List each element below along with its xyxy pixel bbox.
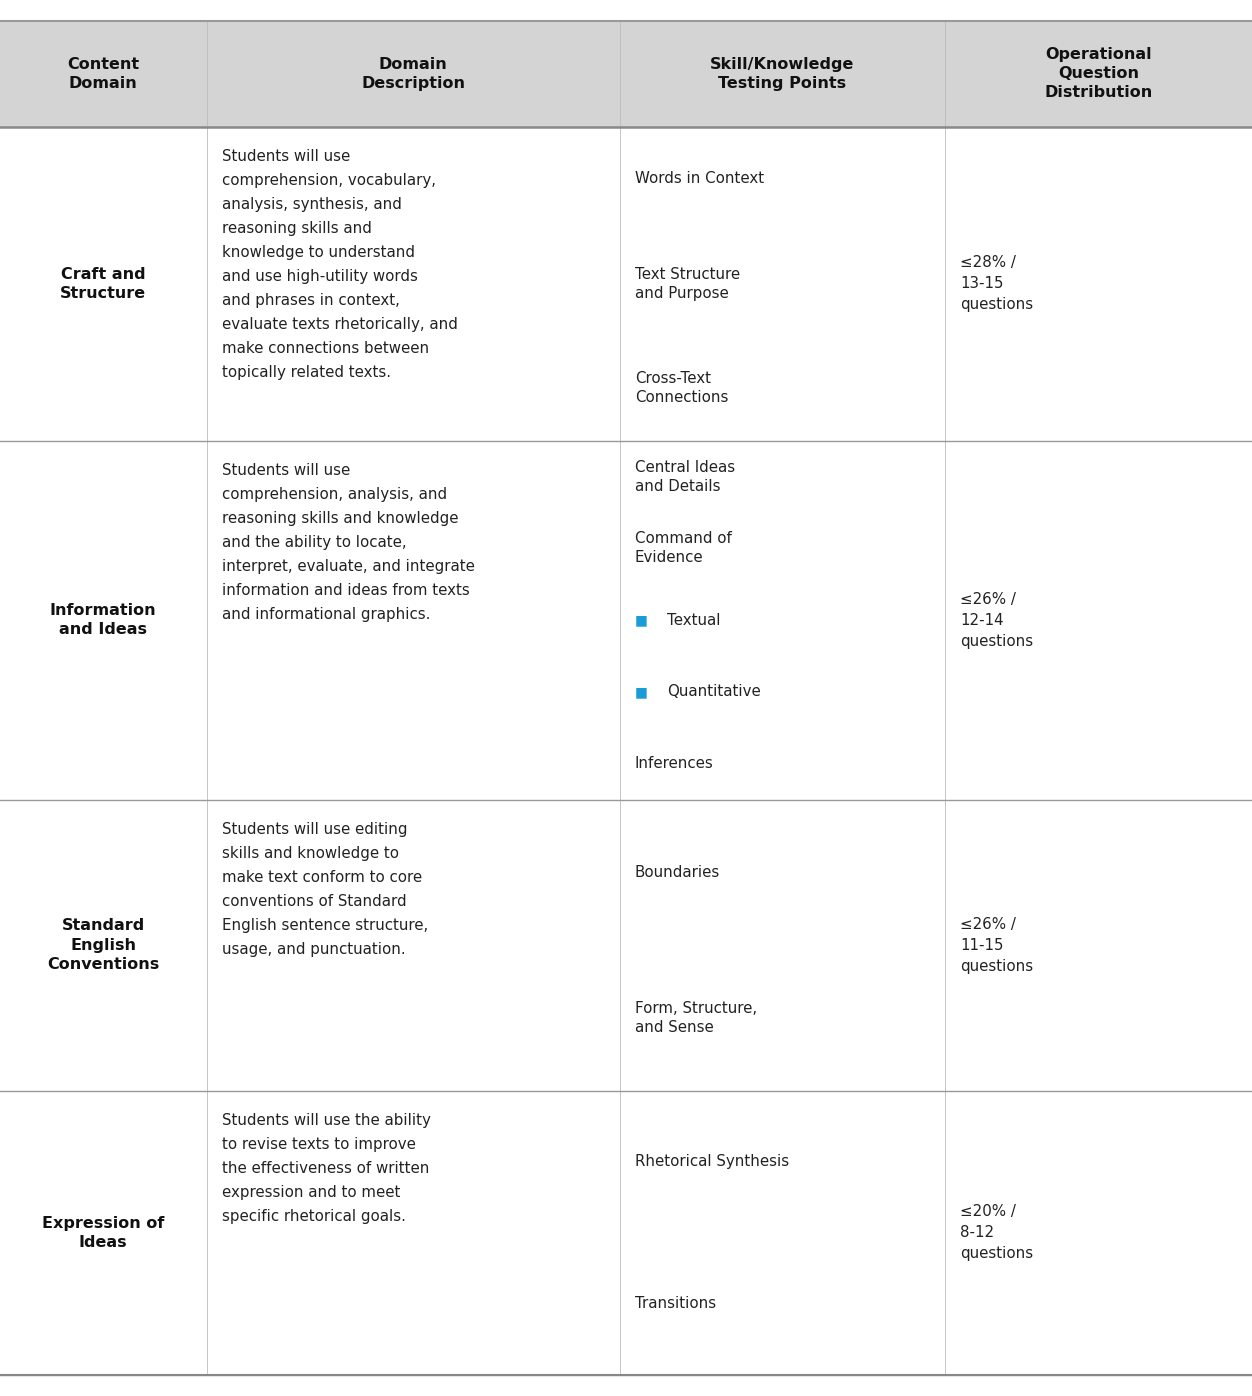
Text: ≤20% /
8-12
questions: ≤20% / 8-12 questions [960,1205,1033,1262]
FancyBboxPatch shape [0,800,1252,1090]
Text: Command of
Evidence: Command of Evidence [635,532,731,565]
Text: Students will use editing
skills and knowledge to
make text conform to core
conv: Students will use editing skills and kno… [222,822,428,956]
Text: Boundaries: Boundaries [635,866,720,879]
Text: ≤26% /
11-15
questions: ≤26% / 11-15 questions [960,917,1033,973]
Text: Students will use the ability
to revise texts to improve
the effectiveness of wr: Students will use the ability to revise … [222,1113,431,1224]
Text: Students will use
comprehension, vocabulary,
analysis, synthesis, and
reasoning : Students will use comprehension, vocabul… [222,149,457,380]
Text: Quantitative: Quantitative [667,684,761,699]
Text: Standard
English
Conventions: Standard English Conventions [48,919,159,972]
Text: Rhetorical Synthesis: Rhetorical Synthesis [635,1154,789,1170]
Text: Craft and
Structure: Craft and Structure [60,267,146,300]
Text: Skill/Knowledge
Testing Points: Skill/Knowledge Testing Points [710,57,855,91]
Text: Inferences: Inferences [635,757,714,771]
FancyBboxPatch shape [0,1090,1252,1375]
Text: Transitions: Transitions [635,1297,716,1311]
Text: ■: ■ [635,613,647,627]
FancyBboxPatch shape [0,441,1252,800]
Text: Expression of
Ideas: Expression of Ideas [43,1216,164,1249]
Text: ≤28% /
13-15
questions: ≤28% / 13-15 questions [960,255,1033,313]
Text: Information
and Ideas: Information and Ideas [50,603,156,637]
Text: Words in Context: Words in Context [635,172,764,187]
Text: Cross-Text
Connections: Cross-Text Connections [635,371,729,405]
FancyBboxPatch shape [0,127,1252,441]
Text: Central Ideas
and Details: Central Ideas and Details [635,459,735,494]
Text: Students will use
comprehension, analysis, and
reasoning skills and knowledge
an: Students will use comprehension, analysi… [222,463,475,623]
Text: Form, Structure,
and Sense: Form, Structure, and Sense [635,1001,757,1034]
Text: ≤26% /
12-14
questions: ≤26% / 12-14 questions [960,592,1033,649]
Text: Text Structure
and Purpose: Text Structure and Purpose [635,267,740,300]
Text: Operational
Question
Distribution: Operational Question Distribution [1044,47,1153,101]
Text: Domain
Description: Domain Description [361,57,466,91]
FancyBboxPatch shape [0,21,1252,127]
Text: ■: ■ [635,685,647,699]
Text: Content
Domain: Content Domain [68,57,139,91]
Text: Textual: Textual [667,613,721,628]
